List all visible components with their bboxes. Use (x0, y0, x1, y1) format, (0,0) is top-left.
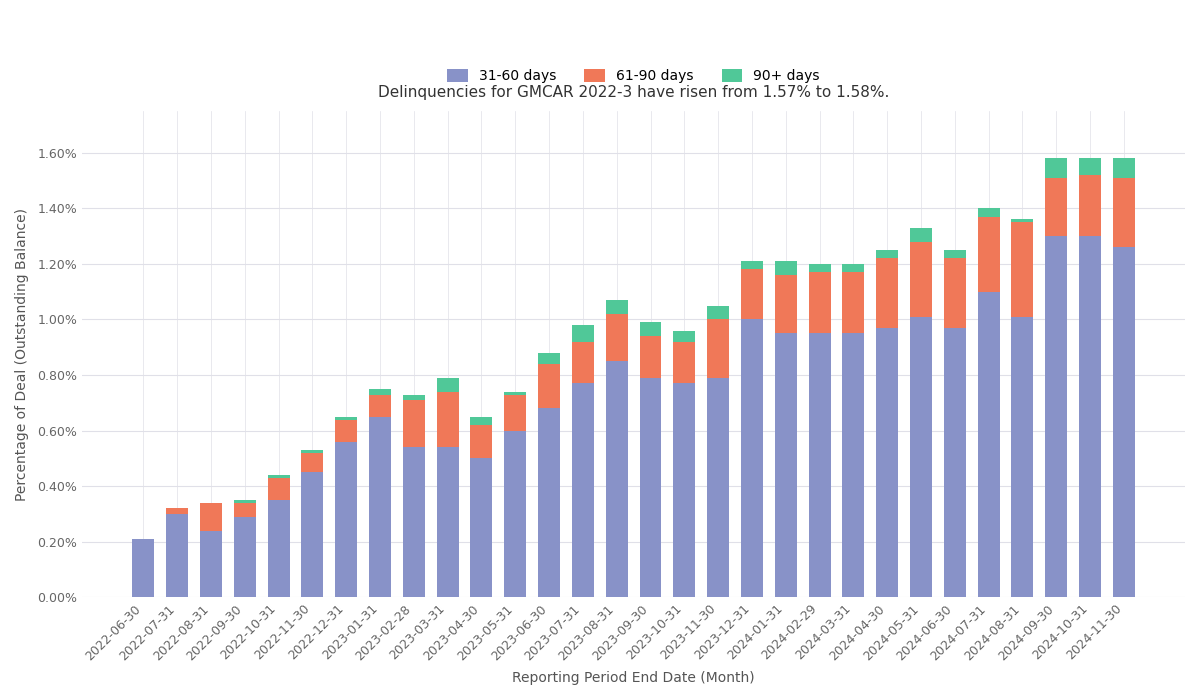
Bar (673, 342, 695, 384)
Bar (876, 258, 898, 328)
Bar (775, 333, 797, 597)
Bar (910, 316, 932, 597)
Bar (538, 364, 560, 408)
Bar (538, 353, 560, 364)
Bar (132, 539, 155, 597)
Bar (437, 447, 458, 597)
Bar (1112, 178, 1135, 247)
Bar (707, 378, 730, 597)
Bar (606, 300, 628, 314)
Bar (200, 531, 222, 597)
Bar (403, 447, 425, 597)
Bar (234, 503, 256, 517)
Bar (437, 378, 458, 392)
Bar (809, 333, 830, 597)
Bar (740, 270, 763, 319)
Bar (301, 473, 323, 597)
Bar (504, 430, 527, 597)
Bar (538, 408, 560, 597)
Bar (944, 258, 966, 328)
Bar (268, 478, 289, 500)
Bar (910, 241, 932, 316)
Bar (740, 319, 763, 597)
Bar (403, 395, 425, 400)
Bar (268, 475, 289, 478)
Bar (640, 322, 661, 336)
X-axis label: Reporting Period End Date (Month): Reporting Period End Date (Month) (512, 671, 755, 685)
Bar (1045, 178, 1067, 236)
Y-axis label: Percentage of Deal (Outstanding Balance): Percentage of Deal (Outstanding Balance) (14, 208, 29, 500)
Bar (470, 425, 492, 458)
Bar (1012, 222, 1033, 316)
Bar (910, 228, 932, 241)
Bar (876, 328, 898, 597)
Bar (842, 264, 864, 272)
Bar (335, 419, 358, 442)
Bar (809, 264, 830, 272)
Bar (978, 292, 1000, 597)
Bar (673, 330, 695, 342)
Bar (775, 261, 797, 275)
Bar (403, 400, 425, 447)
Bar (1045, 158, 1067, 178)
Bar (504, 392, 527, 395)
Bar (944, 250, 966, 258)
Legend: 31-60 days, 61-90 days, 90+ days: 31-60 days, 61-90 days, 90+ days (448, 69, 820, 83)
Bar (1079, 175, 1102, 236)
Bar (673, 384, 695, 597)
Bar (437, 392, 458, 447)
Bar (876, 250, 898, 258)
Bar (1045, 236, 1067, 597)
Bar (470, 458, 492, 597)
Bar (606, 361, 628, 597)
Bar (944, 328, 966, 597)
Bar (978, 216, 1000, 292)
Bar (572, 384, 594, 597)
Bar (809, 272, 830, 333)
Bar (370, 389, 391, 395)
Bar (1012, 219, 1033, 222)
Bar (166, 514, 188, 597)
Bar (572, 342, 594, 384)
Bar (504, 395, 527, 430)
Bar (370, 416, 391, 597)
Bar (842, 333, 864, 597)
Bar (1012, 316, 1033, 597)
Bar (335, 442, 358, 597)
Bar (470, 416, 492, 425)
Bar (234, 517, 256, 597)
Bar (1112, 158, 1135, 178)
Bar (234, 500, 256, 503)
Bar (606, 314, 628, 361)
Bar (978, 209, 1000, 216)
Bar (707, 319, 730, 378)
Bar (1079, 236, 1102, 597)
Bar (370, 395, 391, 416)
Bar (640, 378, 661, 597)
Bar (842, 272, 864, 333)
Bar (268, 500, 289, 597)
Bar (1112, 247, 1135, 597)
Title: Delinquencies for GMCAR 2022-3 have risen from 1.57% to 1.58%.: Delinquencies for GMCAR 2022-3 have rise… (378, 85, 889, 100)
Bar (335, 416, 358, 419)
Bar (301, 453, 323, 473)
Bar (301, 450, 323, 453)
Bar (775, 275, 797, 333)
Bar (707, 305, 730, 319)
Bar (200, 503, 222, 531)
Bar (740, 261, 763, 270)
Bar (640, 336, 661, 378)
Bar (166, 508, 188, 514)
Bar (1079, 158, 1102, 175)
Bar (572, 325, 594, 342)
